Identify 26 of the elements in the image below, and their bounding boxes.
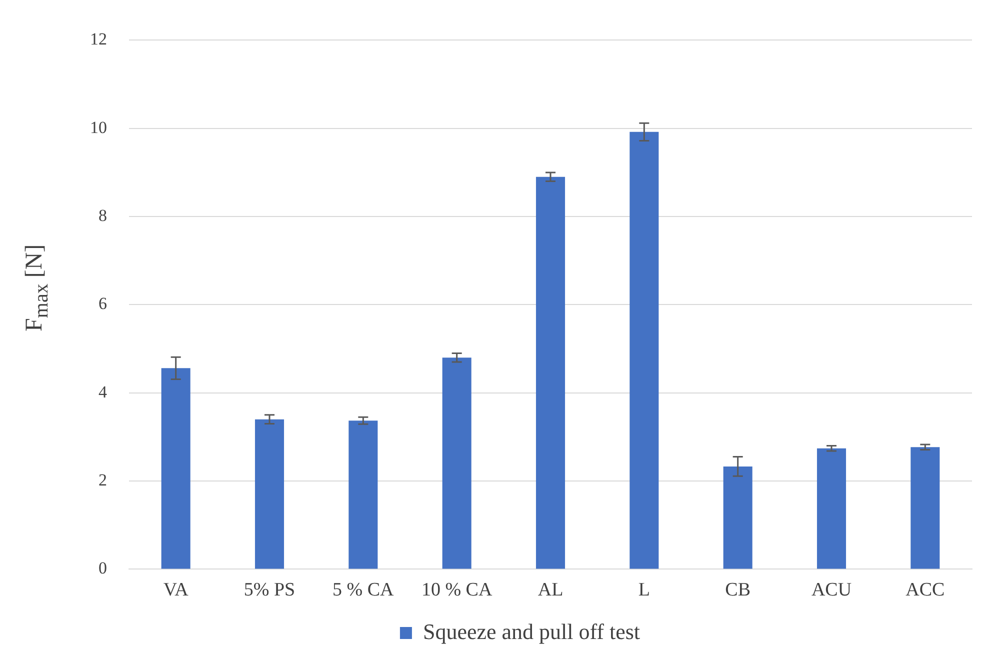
y-tick-label: 10 [90, 118, 107, 137]
x-tick-label: 5 % CA [332, 580, 394, 601]
bar [536, 176, 566, 569]
y-tick-label: 8 [98, 206, 107, 225]
x-tick-label: AL [538, 580, 564, 601]
bar [630, 132, 659, 569]
bar [161, 368, 190, 569]
x-tick-label: 5% PS [244, 580, 296, 601]
legend-label: Squeeze and pull off test [422, 618, 640, 644]
bar [348, 420, 378, 569]
x-tick-label: 10 % CA [421, 580, 492, 601]
y-tick-label: 0 [98, 558, 107, 578]
x-tick-label: ACU [811, 580, 852, 601]
x-tick-label: CB [725, 580, 751, 601]
bar [723, 466, 752, 569]
y-tick-label: 2 [98, 470, 107, 490]
y-tick-label: 12 [90, 30, 107, 49]
bar [816, 448, 846, 569]
bar [442, 358, 472, 569]
y-tick-label: 4 [98, 382, 108, 402]
x-tick-label: L [638, 580, 650, 601]
bar [254, 419, 284, 569]
y-tick-label: 6 [98, 294, 107, 314]
x-tick-label: ACC [906, 580, 945, 601]
bar [910, 447, 940, 569]
x-tick-label: VA [163, 580, 189, 601]
